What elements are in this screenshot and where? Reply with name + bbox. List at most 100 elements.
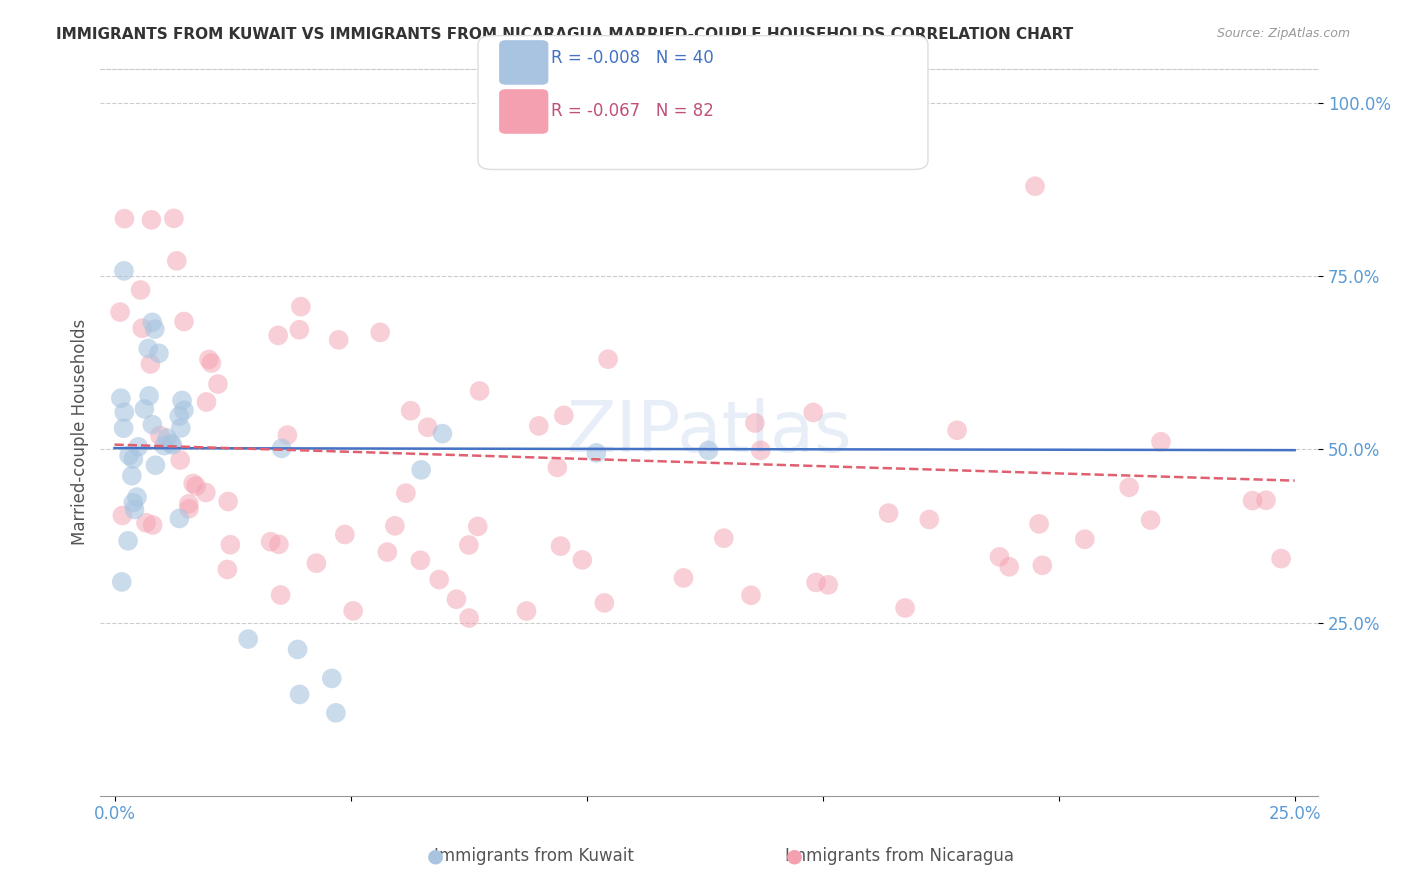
Point — [124, 502, 146, 516]
Point — [149, 428, 172, 442]
Point — [325, 706, 347, 720]
Point — [527, 418, 550, 433]
Point — [135, 516, 157, 530]
Point — [1139, 513, 1161, 527]
Point — [121, 468, 143, 483]
Point — [110, 391, 132, 405]
Point — [744, 416, 766, 430]
Point — [287, 642, 309, 657]
Point — [998, 559, 1021, 574]
Point — [432, 426, 454, 441]
Point — [288, 323, 311, 337]
Point — [267, 328, 290, 343]
Text: ●: ● — [786, 847, 803, 866]
Point — [672, 571, 695, 585]
Point — [467, 519, 489, 533]
Point — [270, 588, 292, 602]
Text: Source: ZipAtlas.com: Source: ZipAtlas.com — [1216, 27, 1350, 40]
Point — [219, 538, 242, 552]
Point — [416, 420, 439, 434]
Point — [740, 588, 762, 602]
Point — [596, 352, 619, 367]
Text: R = -0.067   N = 82: R = -0.067 N = 82 — [551, 103, 714, 120]
Point — [427, 573, 450, 587]
Text: Immigrants from Nicaragua: Immigrants from Nicaragua — [786, 847, 1014, 865]
Point — [163, 211, 186, 226]
Point — [169, 409, 191, 423]
Point — [200, 356, 222, 370]
Point — [290, 300, 312, 314]
Y-axis label: Married-couple Households: Married-couple Households — [72, 319, 89, 545]
Point — [136, 342, 159, 356]
Point — [411, 463, 433, 477]
Point — [342, 604, 364, 618]
Point — [571, 553, 593, 567]
Point — [375, 545, 398, 559]
Point — [118, 449, 141, 463]
Point — [593, 596, 616, 610]
Point — [117, 533, 139, 548]
Point — [333, 527, 356, 541]
Point — [141, 417, 163, 432]
Point — [395, 486, 418, 500]
Point — [877, 506, 900, 520]
Text: R = -0.008   N = 40: R = -0.008 N = 40 — [551, 49, 714, 67]
Point — [305, 556, 328, 570]
Point — [801, 405, 824, 419]
Point — [125, 490, 148, 504]
Point — [1031, 558, 1053, 573]
Point — [713, 531, 735, 545]
Point — [173, 403, 195, 417]
Point — [177, 497, 200, 511]
Point — [399, 403, 422, 417]
Point — [134, 401, 156, 416]
Point — [1028, 516, 1050, 531]
Point — [457, 538, 479, 552]
Point — [1074, 533, 1097, 547]
Point — [111, 574, 134, 589]
Point — [181, 476, 204, 491]
Point — [173, 314, 195, 328]
Point — [1118, 480, 1140, 494]
Point — [112, 421, 135, 435]
Point — [550, 539, 572, 553]
Point — [217, 494, 239, 508]
Point — [129, 283, 152, 297]
Point — [288, 688, 311, 702]
Point — [1150, 434, 1173, 449]
Point — [321, 672, 343, 686]
Point — [515, 604, 537, 618]
Point — [749, 443, 772, 458]
Point — [198, 352, 221, 367]
Text: ●: ● — [427, 847, 444, 866]
Point — [1254, 493, 1277, 508]
Point — [238, 632, 260, 646]
Point — [207, 377, 229, 392]
Point — [267, 537, 290, 551]
Point — [148, 346, 170, 360]
Point — [156, 431, 179, 445]
Point — [170, 393, 193, 408]
Point — [1241, 493, 1264, 508]
Point — [894, 601, 917, 615]
Point — [111, 508, 134, 523]
Point — [217, 562, 239, 576]
Point — [127, 440, 149, 454]
Point — [177, 501, 200, 516]
Point — [145, 458, 167, 473]
Point — [143, 322, 166, 336]
Point — [112, 264, 135, 278]
Point — [159, 436, 181, 450]
Point — [194, 485, 217, 500]
Point — [141, 212, 163, 227]
Point — [270, 442, 292, 456]
Text: ZIPatlas: ZIPatlas — [567, 398, 852, 467]
Point — [169, 453, 191, 467]
Point — [112, 405, 135, 419]
Point — [1270, 551, 1292, 566]
Text: IMMIGRANTS FROM KUWAIT VS IMMIGRANTS FROM NICARAGUA MARRIED-COUPLE HOUSEHOLDS CO: IMMIGRANTS FROM KUWAIT VS IMMIGRANTS FRO… — [56, 27, 1074, 42]
Point — [585, 446, 607, 460]
Point — [170, 421, 193, 435]
Point — [122, 496, 145, 510]
Point — [108, 305, 131, 319]
